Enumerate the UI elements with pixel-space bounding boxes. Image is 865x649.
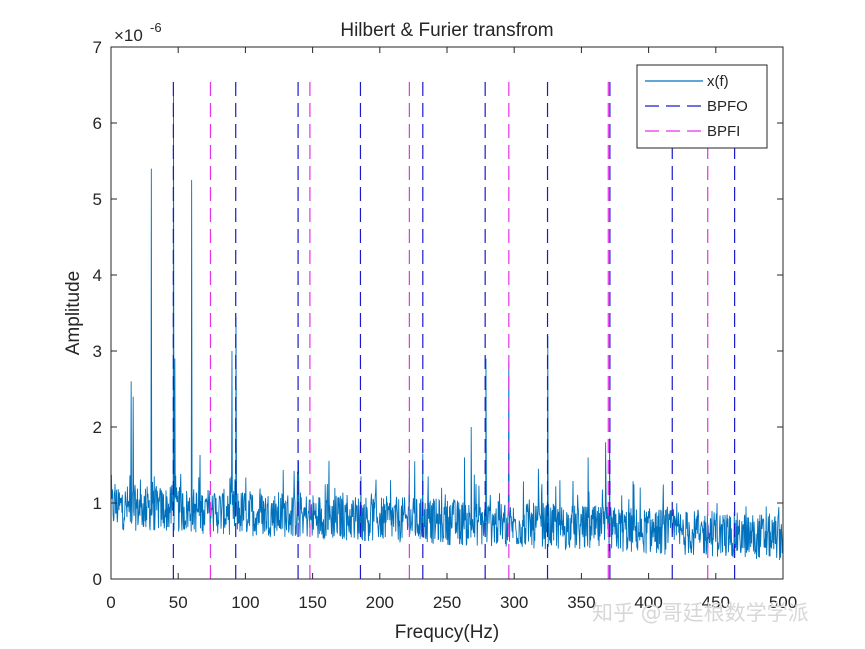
x-tick-label: 500	[769, 593, 797, 612]
series-line-xf	[110, 84, 784, 561]
legend-label: x(f)	[707, 73, 729, 90]
y-tick-label: 1	[93, 494, 102, 513]
x-tick-label: 100	[231, 593, 259, 612]
y-tick-label: 3	[93, 342, 102, 361]
x-tick-label: 300	[500, 593, 528, 612]
x-tick-label: 150	[298, 593, 326, 612]
spectrum-series	[110, 84, 784, 561]
y-axis-label: Amplitude	[63, 271, 84, 356]
legend-label: BPFO	[707, 98, 748, 115]
axes	[110, 46, 784, 580]
x-tick-label: 0	[106, 593, 115, 612]
y-exponent-base: ×10	[114, 26, 143, 45]
x-tick-label: 450	[702, 593, 730, 612]
x-tick-label: 400	[634, 593, 662, 612]
x-tick-label: 50	[169, 593, 188, 612]
y-exponent-power: -6	[150, 20, 162, 35]
watermark-text: 知乎 @哥廷根数学学派	[592, 601, 809, 625]
chart-title: Hilbert & Furier transfrom	[340, 20, 553, 41]
x-tick-label: 350	[567, 593, 595, 612]
y-tick-label: 5	[93, 190, 102, 209]
y-exponent-label: ×10 -6	[114, 20, 162, 45]
legend: x(f) BPFO BPFI	[636, 64, 768, 149]
y-tick-label: 0	[93, 570, 102, 589]
y-tick-label: 4	[93, 266, 102, 285]
y-tick-label: 2	[93, 418, 102, 437]
legend-label: BPFI	[707, 123, 740, 140]
x-tick-label: 200	[366, 593, 394, 612]
y-tick-label: 7	[93, 38, 102, 57]
x-tick-label: 250	[433, 593, 461, 612]
tick-labels: 0 50 100 150 200 250 300 350 400 450 500 0 1 2 3 4 5 6 7	[93, 38, 798, 612]
y-tick-label: 6	[93, 114, 102, 133]
x-axis-label: Frequcy(Hz)	[395, 622, 500, 643]
